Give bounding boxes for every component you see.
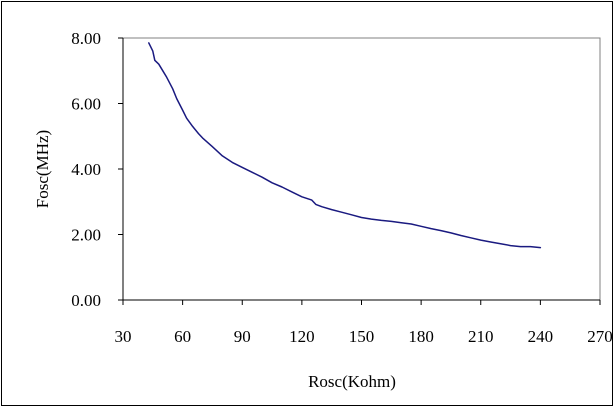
- y-tick-label: 8.00: [71, 29, 101, 48]
- x-tick-label: 270: [587, 327, 612, 346]
- y-axis-title: Fosc(MHz): [33, 130, 52, 208]
- y-tick-label: 4.00: [71, 160, 101, 179]
- y-tick-group: 0.00 2.00 4.00 6.00 8.00: [71, 29, 123, 310]
- series-group: [148, 42, 542, 249]
- y-tick-label: 6.00: [71, 95, 101, 114]
- y-tick-label: 2.00: [71, 226, 101, 245]
- x-tick-label: 120: [289, 327, 315, 346]
- x-tick-label: 150: [349, 327, 375, 346]
- x-tick-label: 90: [234, 327, 251, 346]
- x-tick-label: 60: [174, 327, 191, 346]
- series-line: [148, 42, 542, 249]
- x-axis-title: Rosc(Kohm): [308, 372, 396, 391]
- x-tick-label: 180: [408, 327, 434, 346]
- plot-area: [122, 37, 601, 301]
- x-tick-label: 30: [115, 327, 132, 346]
- x-tick-label: 210: [468, 327, 494, 346]
- y-tick-label: 0.00: [71, 291, 101, 310]
- x-tick-label: 240: [528, 327, 554, 346]
- x-tick-group: 30 60 90 120 150 180 210 240 270: [115, 300, 612, 346]
